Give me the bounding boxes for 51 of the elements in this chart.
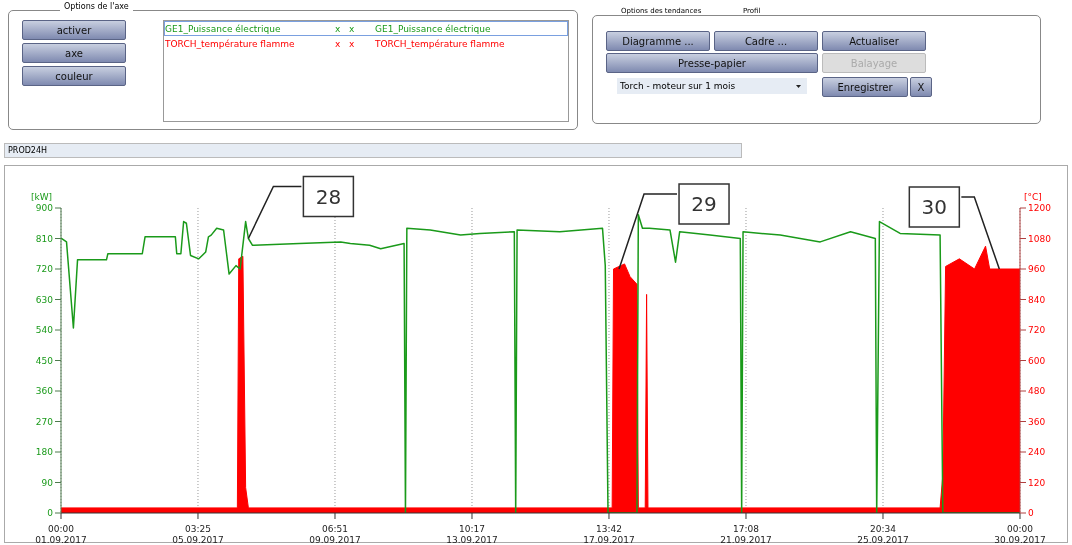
y2-tick-label: 120 <box>1028 477 1046 488</box>
y2-axis-title: [°C] <box>1024 192 1042 202</box>
button: Presse-papier <box>606 53 818 73</box>
y2-tick-label: 480 <box>1028 386 1046 397</box>
annotation: 28 <box>315 184 342 209</box>
x-tick-label: 17:08 21.09.2017 <box>720 524 772 545</box>
x-tick-label: 06:51 09.09.2017 <box>309 524 361 545</box>
y2-tick-label: 960 <box>1028 264 1046 275</box>
button: Enregistrer <box>822 77 908 97</box>
x-tick-label: 00:00 01.09.2017 <box>35 524 87 545</box>
y-tick-label: 0 <box>47 508 54 519</box>
annotation: 30 <box>921 195 948 219</box>
button: axe <box>22 43 126 63</box>
button: Cadre ... <box>714 31 818 51</box>
y-tick-label: 900 <box>35 203 54 214</box>
button: activer <box>22 20 126 40</box>
y-tick-label: 360 <box>35 386 54 397</box>
legend-list: GE1_Puissance électrique x x GE1_Puissance électrique TORCH_température flamme x x TORCH_température flamme <box>163 20 569 122</box>
button: Diagramme ... <box>606 31 710 51</box>
button: Actualiser <box>822 31 926 51</box>
dropdown: Torch - moteur sur 1 mois <box>617 78 807 94</box>
x-tick-label: 00:00 30.09.2017 <box>994 524 1046 545</box>
y-axis-title: [kW] <box>31 192 53 202</box>
y-tick-label: 450 <box>35 355 54 366</box>
annotation: 29 <box>691 192 717 216</box>
y-tick-label: 630 <box>35 294 54 305</box>
y2-tick-label: 1080 <box>1028 233 1052 244</box>
x-tick-label: 03:25 05.09.2017 <box>172 524 224 545</box>
button: X <box>910 77 932 97</box>
callout-box: 28 <box>247 175 355 240</box>
y-tick-label: 270 <box>35 416 54 427</box>
y2-tick-label: 720 <box>1028 325 1046 336</box>
title-field: PROD24H <box>4 143 742 158</box>
x-tick-label: 13:42 17.09.2017 <box>583 524 635 545</box>
button: couleur <box>22 66 126 86</box>
y2-tick-label: 240 <box>1028 447 1046 458</box>
y2-tick-label: 600 <box>1028 355 1046 366</box>
y-tick-label: 720 <box>35 264 54 275</box>
y-tick-label: 90 <box>41 477 54 488</box>
callout-box: 29 <box>618 183 730 270</box>
y-tick-label: 540 <box>35 325 54 336</box>
y2-tick-label: 360 <box>1028 416 1046 427</box>
callout-box: 30 <box>908 186 1001 270</box>
x-tick-label: 20:34 25.09.2017 <box>857 524 909 545</box>
y2-tick-label: 1200 <box>1028 203 1052 214</box>
y2-tick-label: 0 <box>1028 508 1034 519</box>
y2-tick-label: 840 <box>1028 294 1046 305</box>
y-tick-label: 180 <box>35 447 54 458</box>
x-tick-label: 10:17 13.09.2017 <box>446 524 498 545</box>
y-tick-label: 810 <box>35 233 54 244</box>
text: Options de l'axe <box>60 2 133 11</box>
